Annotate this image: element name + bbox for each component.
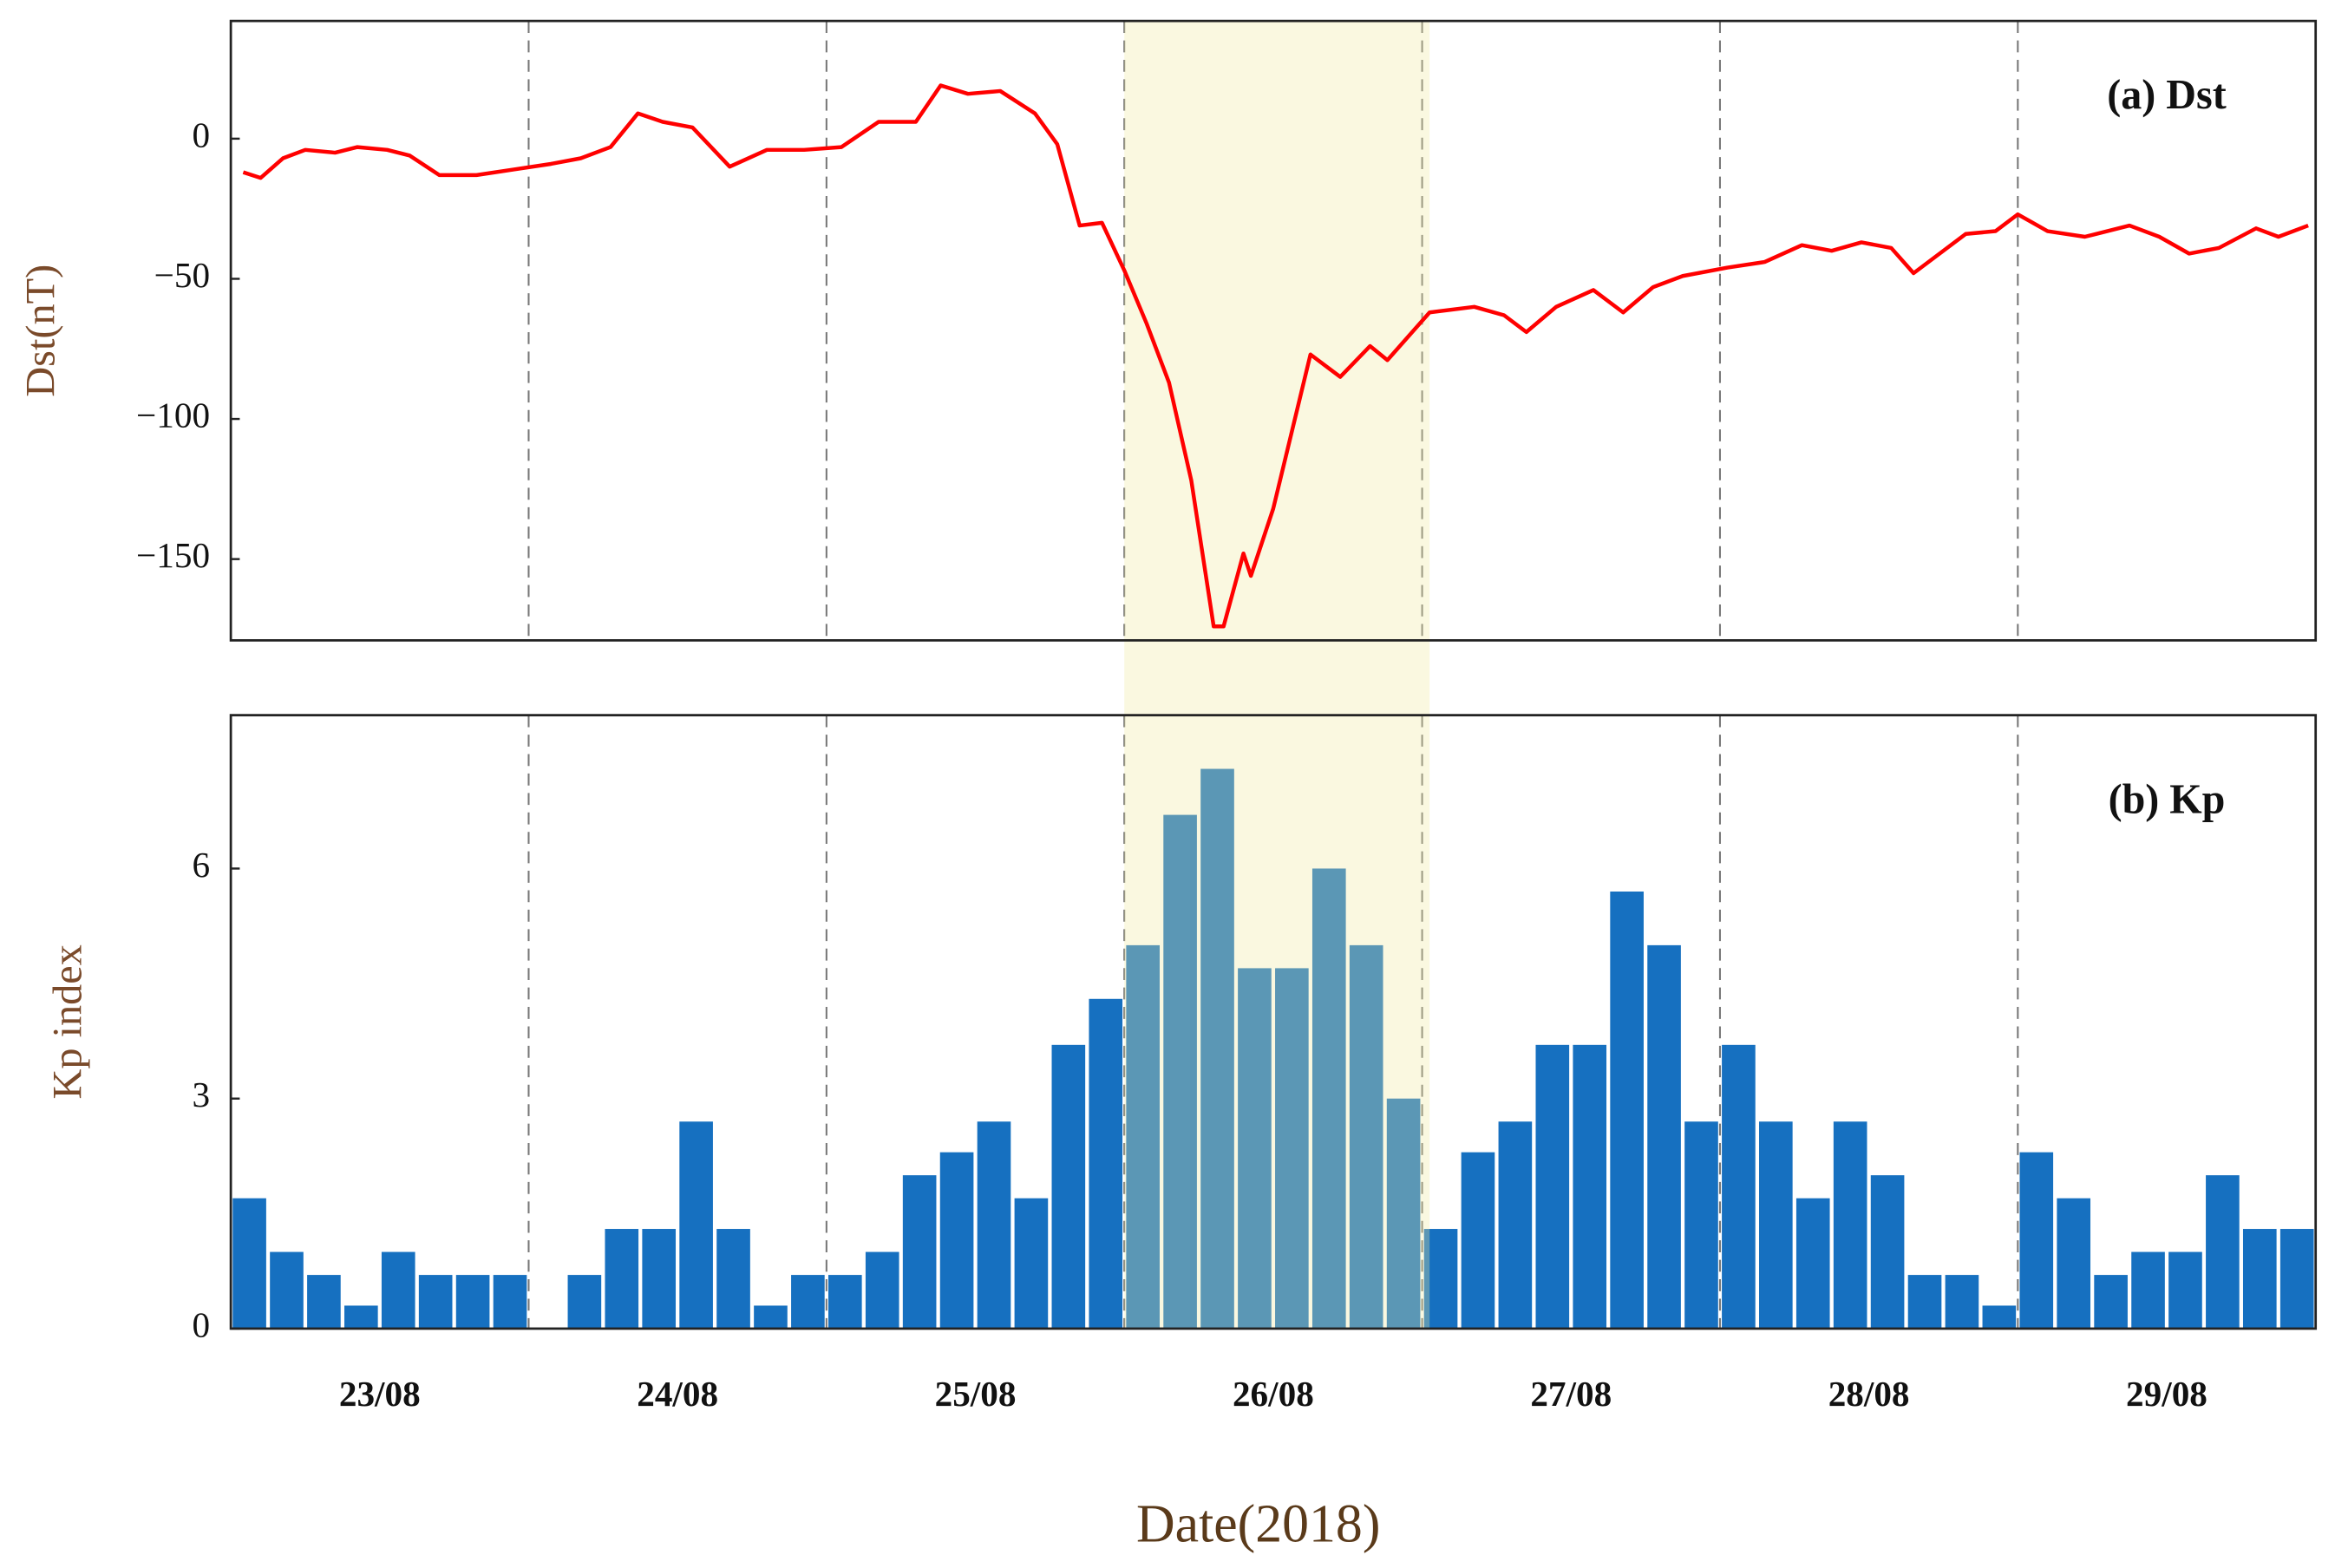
x-tick-label: 23/08	[339, 1374, 421, 1414]
y-tick-label: −100	[136, 395, 210, 434]
bar	[754, 1305, 788, 1329]
bar	[270, 1251, 304, 1329]
bar	[1833, 1121, 1867, 1329]
bar	[1461, 1152, 1495, 1329]
bar	[344, 1305, 378, 1329]
bar	[232, 1198, 266, 1329]
bar	[2168, 1251, 2202, 1329]
bar	[1089, 998, 1123, 1329]
bar	[1051, 1044, 1086, 1329]
bar	[418, 1275, 453, 1329]
bar	[679, 1121, 713, 1329]
y-tick-label: −50	[154, 255, 210, 295]
y-tick-label: 6	[192, 845, 210, 885]
bar	[939, 1152, 974, 1329]
bar	[1014, 1198, 1049, 1329]
bar	[1647, 944, 1681, 1329]
bar	[1795, 1198, 1830, 1329]
bar	[1535, 1044, 1570, 1329]
bar	[2094, 1275, 2128, 1329]
bar	[2242, 1229, 2277, 1329]
y-tick-label: 3	[192, 1075, 210, 1114]
bar	[1573, 1044, 1607, 1329]
bar	[865, 1251, 899, 1329]
bar	[1349, 944, 1383, 1329]
bar	[1386, 1098, 1421, 1329]
bar	[2279, 1229, 2314, 1329]
bar	[827, 1275, 862, 1329]
bar	[1238, 968, 1272, 1329]
x-tick-label: 29/08	[2126, 1374, 2207, 1414]
annotation: (a) Dst	[2107, 72, 2226, 118]
x-tick-label: 24/08	[637, 1374, 718, 1414]
bar	[455, 1275, 490, 1329]
bar	[2131, 1251, 2165, 1329]
bar	[1982, 1305, 2017, 1329]
x-tick-label: 25/08	[935, 1374, 1017, 1414]
y-axis-label: Kp index	[45, 944, 91, 1099]
x-tick-label: 28/08	[1828, 1374, 1910, 1414]
y-tick-label: −150	[136, 535, 210, 575]
bar	[381, 1251, 415, 1329]
bar	[1759, 1121, 1793, 1329]
bar	[307, 1275, 341, 1329]
bar	[1498, 1121, 1533, 1329]
bar	[1610, 891, 1644, 1329]
bar	[902, 1175, 937, 1329]
bar	[977, 1121, 1011, 1329]
plot-frame	[229, 714, 2318, 1330]
bar	[2019, 1152, 2054, 1329]
bar	[1311, 868, 1346, 1329]
highlight-region	[1124, 21, 1430, 1329]
bar	[2057, 1198, 2091, 1329]
bar	[1684, 1121, 1718, 1329]
bar	[1163, 814, 1197, 1329]
bar	[1126, 944, 1160, 1329]
bar	[1423, 1229, 1458, 1329]
bar	[567, 1275, 602, 1329]
bar	[1907, 1275, 1942, 1329]
bar	[1200, 768, 1234, 1329]
plot-frame	[229, 19, 2318, 642]
y-axis-label: Dst(nT)	[18, 265, 64, 397]
bar	[1722, 1044, 1756, 1329]
bar	[1870, 1175, 1905, 1329]
bar	[2206, 1175, 2240, 1329]
bar	[605, 1229, 639, 1329]
bar	[1945, 1275, 1979, 1329]
x-tick-label: 26/08	[1233, 1374, 1314, 1414]
x-axis-label: Date(2018)	[1136, 1494, 1380, 1553]
bar	[1275, 968, 1309, 1329]
x-tick-label: 27/08	[1530, 1374, 1612, 1414]
bar	[493, 1275, 527, 1329]
bar	[716, 1229, 750, 1329]
y-tick-label: 0	[192, 114, 210, 154]
line	[242, 83, 2309, 629]
annotation: (b) Kp	[2109, 776, 2226, 822]
bar	[642, 1229, 677, 1329]
bar	[791, 1275, 825, 1329]
y-tick-label: 0	[192, 1304, 210, 1344]
